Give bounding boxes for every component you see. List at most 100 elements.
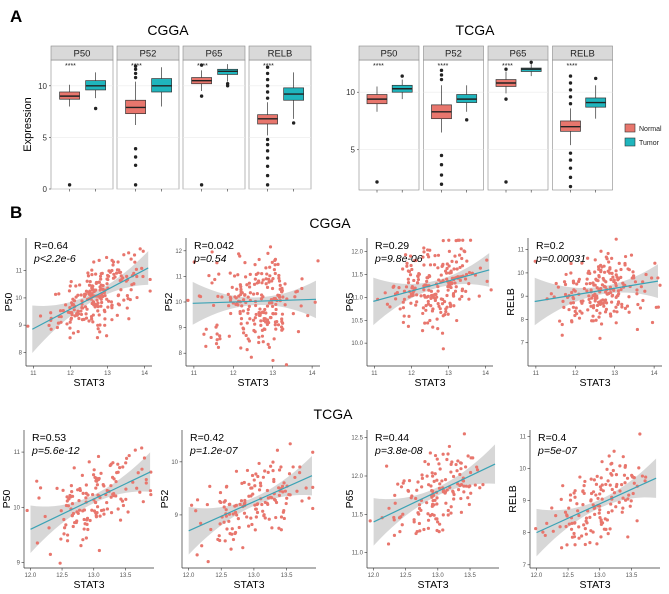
p-value-label: p<2.2e-6 bbox=[33, 253, 76, 265]
data-point bbox=[228, 295, 232, 299]
data-point bbox=[149, 470, 153, 474]
y-tick-label: 11.5 bbox=[352, 512, 364, 518]
data-point bbox=[138, 247, 142, 251]
data-point bbox=[74, 284, 78, 288]
regression-line bbox=[534, 280, 659, 303]
data-point bbox=[242, 502, 246, 506]
x-tick-label: 12.0 bbox=[24, 573, 36, 579]
data-point bbox=[465, 259, 469, 263]
data-point bbox=[84, 483, 88, 487]
data-point bbox=[86, 527, 90, 532]
y-tick-label: 8 bbox=[19, 350, 23, 356]
data-point bbox=[426, 252, 430, 257]
data-point bbox=[598, 311, 602, 315]
data-point bbox=[124, 487, 128, 491]
data-point bbox=[426, 462, 431, 466]
data-point bbox=[300, 499, 304, 503]
data-point bbox=[620, 483, 624, 487]
data-point bbox=[101, 284, 105, 288]
data-point bbox=[610, 473, 614, 477]
data-point bbox=[583, 479, 587, 484]
data-point bbox=[602, 284, 606, 288]
data-point bbox=[430, 488, 434, 493]
data-point bbox=[605, 292, 610, 296]
data-point bbox=[452, 497, 456, 501]
data-point bbox=[216, 345, 221, 349]
data-point bbox=[96, 454, 101, 459]
data-point bbox=[635, 519, 639, 523]
data-point bbox=[116, 293, 121, 297]
data-point bbox=[119, 278, 123, 282]
data-point bbox=[135, 274, 139, 279]
data-point bbox=[406, 269, 410, 273]
data-point bbox=[591, 314, 595, 318]
data-point bbox=[445, 293, 449, 298]
data-point bbox=[623, 263, 627, 267]
data-point bbox=[270, 286, 275, 291]
data-point bbox=[589, 288, 593, 292]
data-point bbox=[594, 318, 598, 322]
data-point bbox=[248, 317, 252, 321]
data-point bbox=[616, 300, 621, 304]
outlier-point bbox=[265, 142, 270, 147]
data-point bbox=[190, 503, 194, 507]
data-point bbox=[43, 514, 47, 519]
data-point bbox=[614, 473, 619, 477]
data-point bbox=[623, 465, 627, 469]
data-point bbox=[577, 316, 582, 320]
data-point bbox=[223, 499, 227, 503]
data-point bbox=[270, 526, 274, 530]
data-point bbox=[215, 332, 219, 336]
data-point bbox=[658, 283, 662, 287]
data-point bbox=[216, 537, 220, 542]
data-point bbox=[87, 283, 92, 287]
y-tick-label: 0 bbox=[43, 185, 48, 194]
outlier-point bbox=[225, 82, 230, 86]
data-point bbox=[451, 294, 456, 298]
data-point bbox=[242, 511, 247, 515]
x-tick-label: 12 bbox=[67, 371, 74, 377]
data-point bbox=[452, 267, 456, 271]
data-point bbox=[271, 277, 275, 281]
x-axis-label: STAT3 bbox=[233, 579, 264, 591]
y-tick-label: 12.0 bbox=[351, 474, 363, 480]
data-point bbox=[392, 518, 396, 522]
data-point bbox=[428, 248, 432, 252]
data-point bbox=[88, 518, 92, 523]
data-point bbox=[245, 283, 249, 287]
data-point bbox=[605, 467, 609, 471]
data-point bbox=[397, 286, 401, 290]
data-point bbox=[424, 304, 428, 308]
x-tick-label: 12.5 bbox=[215, 573, 227, 579]
data-point bbox=[596, 496, 600, 501]
data-point bbox=[126, 510, 130, 514]
data-point bbox=[571, 305, 576, 309]
data-point bbox=[426, 512, 430, 516]
data-point bbox=[241, 327, 246, 331]
outlier-point bbox=[439, 73, 444, 77]
data-point bbox=[593, 512, 597, 516]
data-point bbox=[287, 472, 292, 476]
data-point bbox=[90, 272, 94, 277]
data-point bbox=[142, 456, 147, 460]
data-point bbox=[588, 515, 592, 519]
data-point bbox=[140, 266, 144, 271]
data-point bbox=[464, 289, 468, 293]
data-point bbox=[243, 293, 247, 297]
data-point bbox=[277, 273, 281, 278]
y-axis-label: RELB bbox=[505, 288, 517, 315]
data-point bbox=[261, 295, 265, 299]
data-point bbox=[231, 512, 235, 516]
data-point bbox=[64, 523, 68, 527]
outlier-point bbox=[133, 64, 138, 68]
data-point bbox=[272, 337, 276, 341]
data-point bbox=[131, 480, 135, 484]
outlier-point bbox=[594, 76, 598, 81]
data-point bbox=[293, 295, 297, 299]
data-point bbox=[590, 296, 594, 300]
data-point bbox=[311, 485, 315, 490]
data-point bbox=[80, 473, 84, 477]
correlation-r-label: R=0.042 bbox=[194, 240, 234, 252]
data-point bbox=[65, 322, 69, 326]
data-point bbox=[588, 281, 592, 286]
